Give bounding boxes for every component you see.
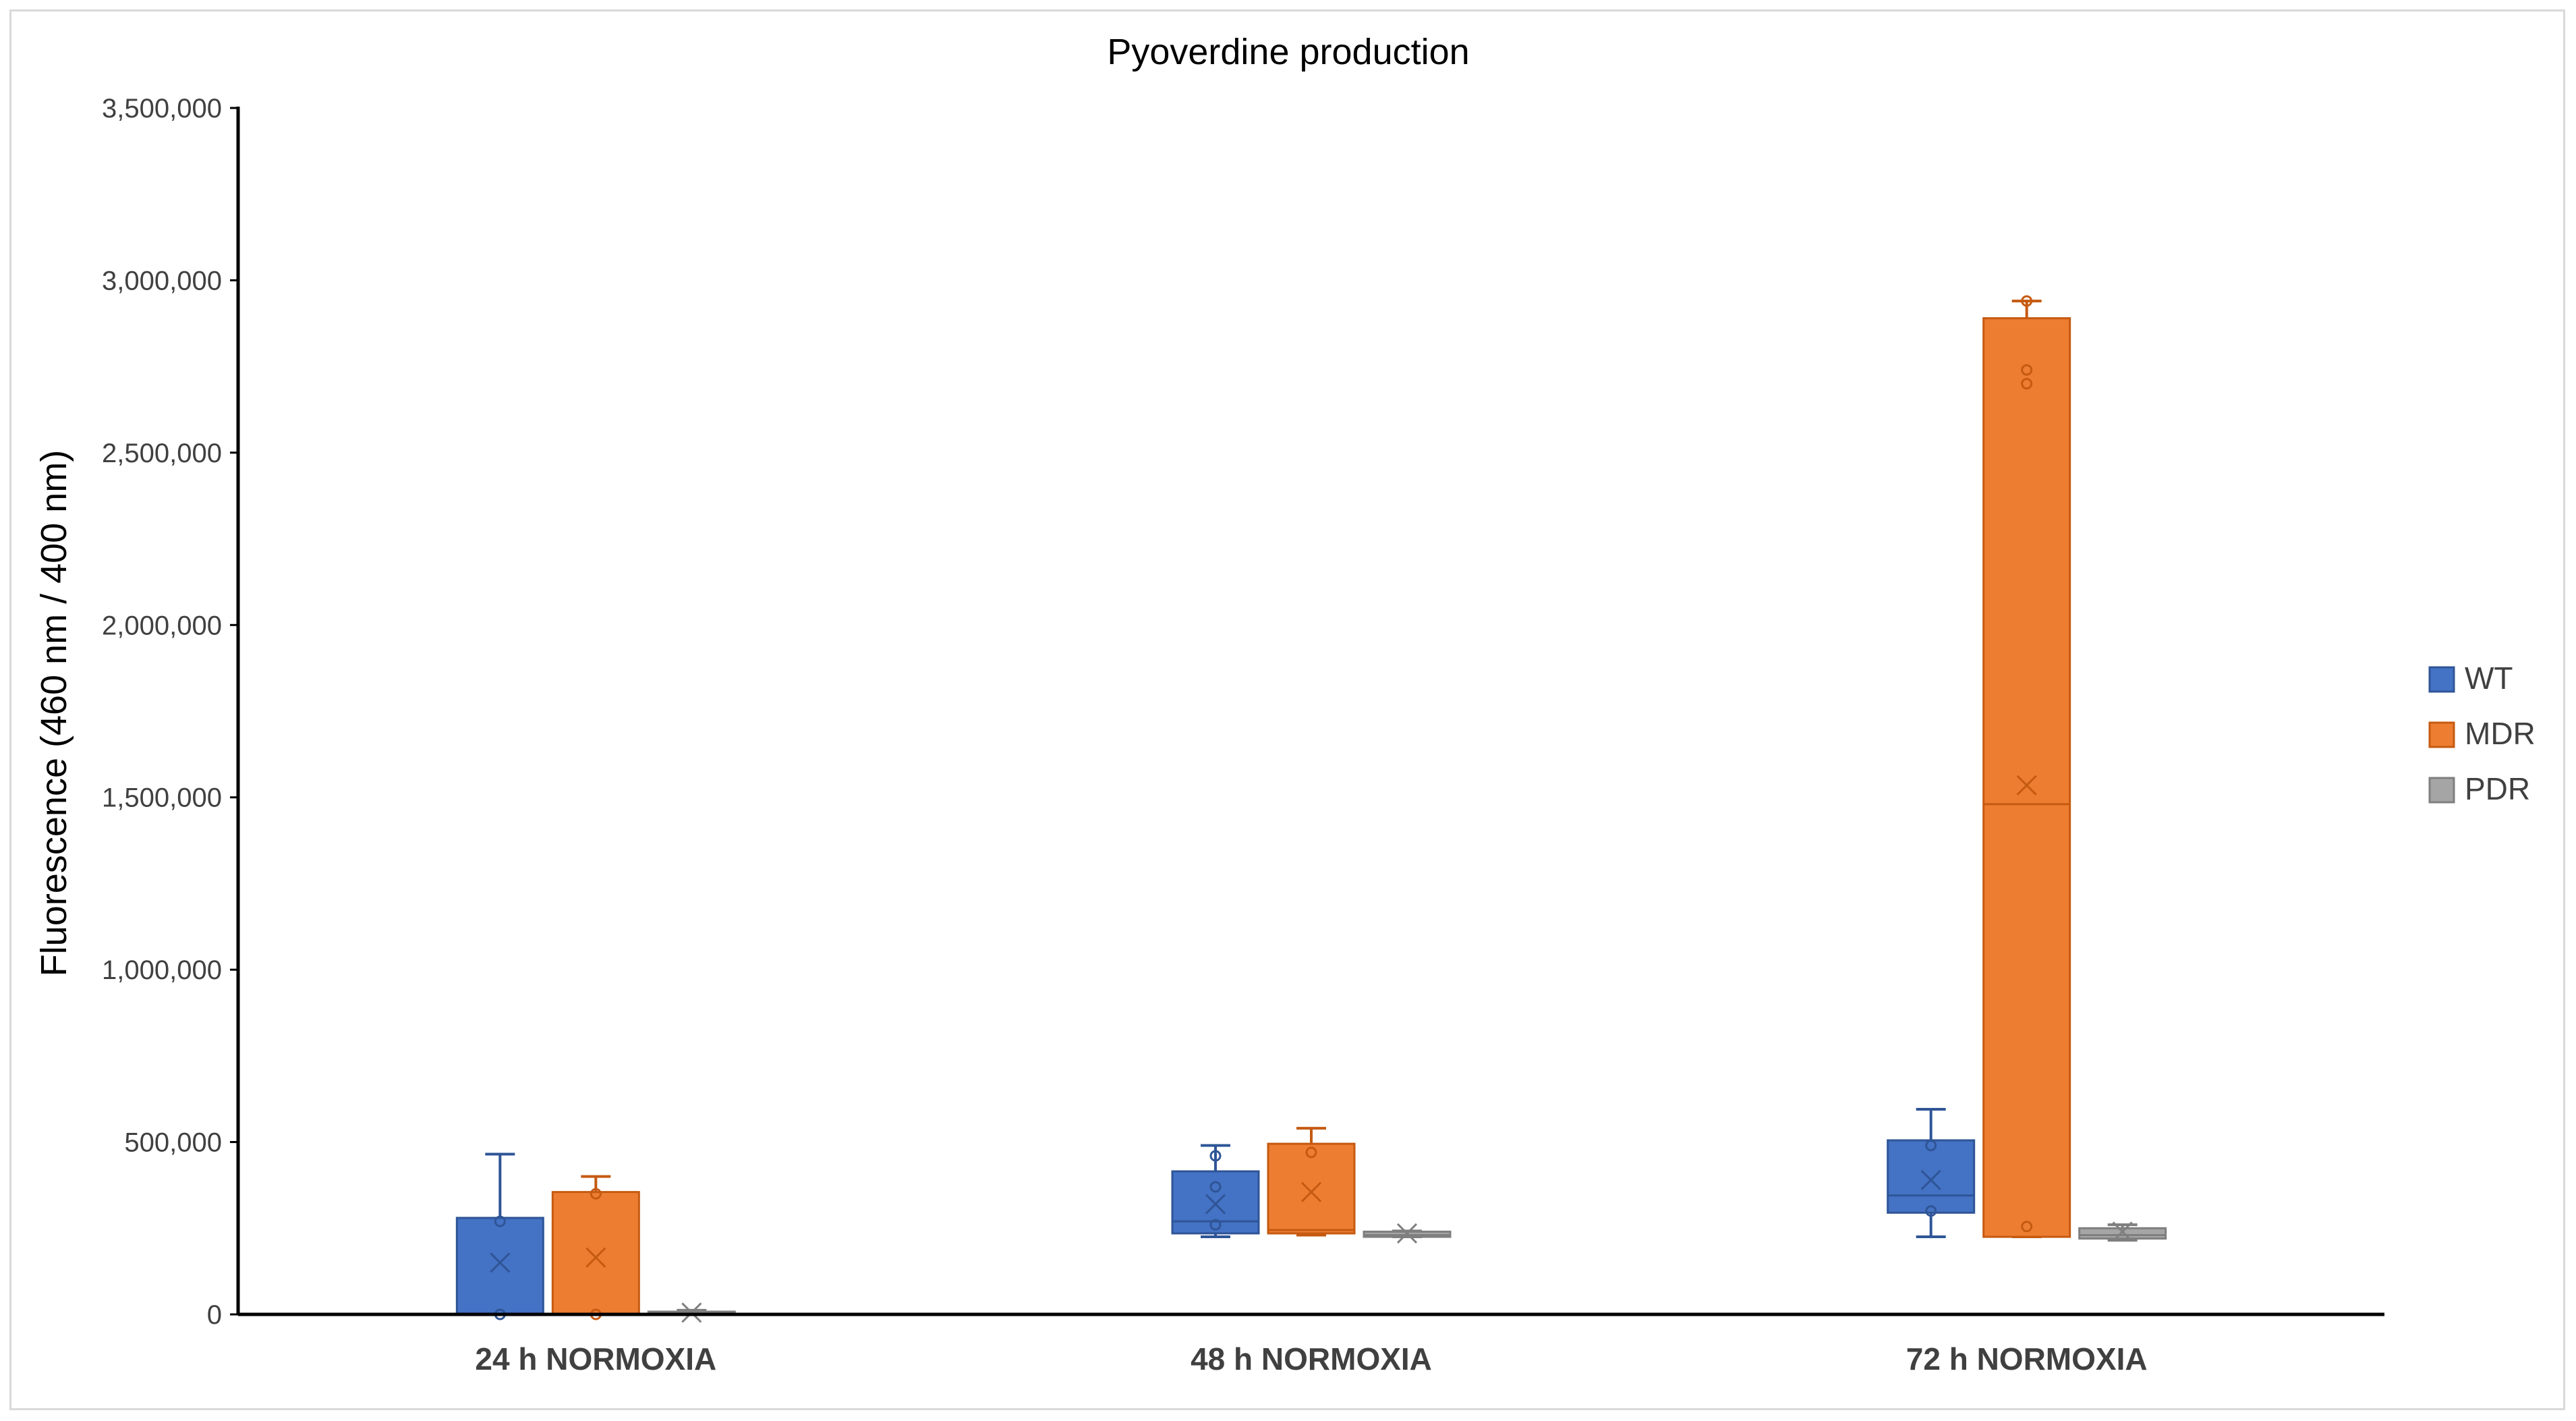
box-body: [1887, 1139, 1976, 1214]
mean-marker: [2112, 1221, 2133, 1242]
box-pdr-3: [2078, 1221, 2167, 1242]
data-point: [2021, 1221, 2033, 1233]
box-body: [2078, 1227, 2167, 1240]
box-body: [1267, 1142, 1356, 1235]
box-body: [551, 1191, 640, 1316]
data-point: [1305, 1146, 1317, 1159]
legend-label: PDR: [2465, 771, 2530, 806]
data-point: [1925, 1140, 1937, 1152]
legend-item-mdr[interactable]: MDR: [2428, 716, 2536, 751]
box-wt-2: [1171, 1144, 1260, 1239]
legend-swatch: [2428, 721, 2455, 748]
mean-marker: [1396, 1223, 1418, 1244]
y-tick-label: 2,000,000: [102, 611, 222, 640]
box-body: [455, 1217, 544, 1316]
mean-marker: [681, 1302, 702, 1323]
legend[interactable]: WT MDR PDR: [2428, 661, 2536, 806]
legend-swatch: [2428, 777, 2455, 804]
mean-marker: [585, 1247, 606, 1268]
legend-item-wt[interactable]: WT: [2428, 661, 2513, 696]
y-tick-label: 500,000: [124, 1128, 222, 1158]
box-mdr-2: [1267, 1127, 1356, 1237]
box-mdr-3: [1982, 295, 2071, 1239]
y-tick-label: 1,500,000: [102, 783, 222, 813]
y-tick-label: 3,000,000: [102, 266, 222, 296]
mean-marker: [490, 1252, 511, 1273]
x-category-label: 72 h NORMOXIA: [1906, 1341, 2148, 1376]
box-body: [1982, 317, 2071, 1238]
data-point: [2021, 295, 2033, 307]
mean-marker: [2016, 775, 2037, 796]
data-point: [1209, 1219, 1222, 1231]
data-point: [1925, 1205, 1937, 1217]
y-tick-label: 1,000,000: [102, 955, 222, 985]
chart-title: Pyoverdine production: [1107, 32, 1469, 72]
x-category-label: 48 h NORMOXIA: [1191, 1341, 1432, 1376]
box-wt-1: [455, 1152, 544, 1320]
legend-label: MDR: [2465, 716, 2536, 751]
box-mdr-1: [551, 1175, 640, 1320]
data-point: [2021, 364, 2033, 376]
mean-marker: [1205, 1194, 1226, 1215]
y-tick-label: 0: [207, 1300, 222, 1330]
data-point: [1209, 1181, 1222, 1193]
legend-item-pdr[interactable]: PDR: [2428, 771, 2530, 806]
legend-swatch: [2428, 666, 2455, 693]
box-pdr-2: [1363, 1223, 1452, 1244]
plot-area: 0 500,000 1,000,000 1,500,000 2,000,000 2,500…: [102, 94, 2384, 1376]
y-tick-label: 3,500,000: [102, 94, 222, 123]
data-point: [1209, 1150, 1222, 1162]
box-body: [1171, 1170, 1260, 1235]
x-category-label: 24 h NORMOXIA: [475, 1341, 716, 1376]
data-point: [494, 1215, 506, 1227]
mean-marker: [1920, 1169, 1941, 1190]
box-wt-3: [1887, 1108, 1976, 1239]
data-point: [590, 1188, 602, 1200]
mean-marker: [1300, 1181, 1322, 1202]
data-point: [2021, 378, 2033, 390]
y-axis-title: Fluorescence (460 nm / 400 nm): [34, 450, 74, 976]
y-tick-label: 2,500,000: [102, 439, 222, 468]
legend-label: WT: [2465, 661, 2513, 696]
box-pdr-1: [647, 1302, 736, 1323]
